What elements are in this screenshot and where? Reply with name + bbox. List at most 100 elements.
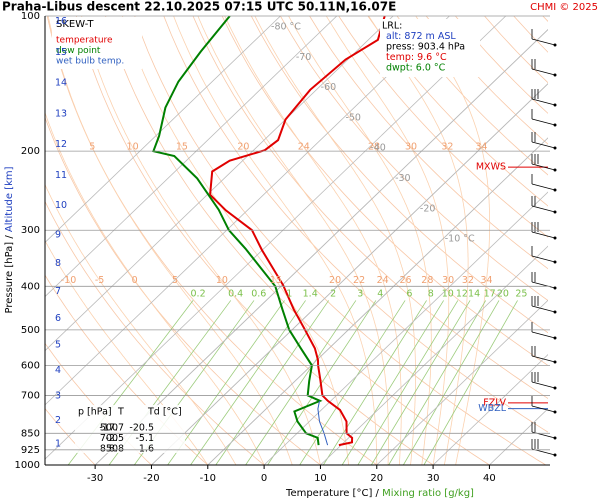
wind-barb	[531, 163, 556, 171]
altitude-label: 2	[55, 415, 61, 426]
mixing-ratio-label: 2	[330, 288, 336, 299]
wind-barb-dot	[553, 236, 557, 240]
isotherm-label: -80 °C	[271, 22, 301, 33]
isotherm	[94, 28, 548, 465]
y-tick-label: 400	[21, 281, 40, 292]
wet-adiabat-label: 22	[353, 275, 365, 286]
surface-dwpt: dwpt: 6.0 °C	[386, 63, 446, 74]
altitude-label: 13	[55, 108, 67, 119]
wet-adiabat-label: 28	[421, 275, 433, 286]
wind-barb-dot	[553, 210, 557, 214]
isotherm	[432, 353, 548, 465]
wind-barb	[531, 141, 556, 149]
legend-entry: dew point	[56, 46, 101, 56]
wind-barb	[531, 98, 556, 106]
mixing-ratio-line	[371, 300, 471, 465]
isotherm	[45, 16, 281, 243]
wet-adiabat-label: 30	[442, 275, 454, 286]
wind-barb	[531, 38, 556, 46]
wet-adiabat-label: 24	[377, 275, 389, 286]
y-tick-label: 300	[21, 225, 40, 236]
wet-adiabat-label: 20	[237, 142, 249, 153]
wet-adiabat-label: 20	[329, 275, 341, 286]
mixing-ratio-label: 1.4	[303, 288, 318, 299]
surface-station: LRL:	[382, 21, 402, 32]
x-tick-label: 0	[261, 473, 267, 484]
x-tick-label: -20	[143, 473, 159, 484]
wind-barb	[531, 183, 556, 191]
wet-adiabat-label: 10	[127, 142, 139, 153]
altitude-label: 15	[55, 47, 67, 58]
wind-barb-dot	[553, 188, 557, 192]
isotherm-label: -10 °C	[445, 234, 475, 245]
title: Praha-Libus descent 22.10.2025 07:15 UTC…	[2, 0, 396, 14]
dry-adiabat	[221, 16, 548, 366]
level-marker-label: MXWS	[476, 162, 506, 173]
isotherm	[320, 245, 548, 465]
wet-adiabat-label: 15	[270, 275, 282, 286]
table-cell: -2.5	[105, 433, 124, 444]
wet-adiabat-label: 15	[176, 142, 188, 153]
isotherm-label: -70	[296, 52, 312, 63]
altitude-label: 9	[55, 229, 61, 240]
mixing-ratio-label: 0.6	[251, 288, 266, 299]
isotherm-label: -60	[321, 82, 337, 93]
wet-adiabat-label: 30	[405, 142, 417, 153]
wind-barb	[531, 281, 556, 289]
mixing-ratio-label: 20	[497, 288, 509, 299]
y-tick-label: 100	[21, 11, 40, 22]
wind-barb-dot	[553, 43, 557, 47]
mixing-ratio-line	[423, 300, 518, 465]
y-tick-label: 200	[21, 146, 40, 157]
wet-adiabat-label: 10	[216, 275, 228, 286]
mixing-ratio-label: 0.2	[191, 288, 206, 299]
dry-adiabat	[250, 16, 548, 334]
level-marker-label: WBZL	[478, 403, 506, 414]
wind-barb	[531, 118, 556, 126]
wind-barb	[531, 205, 556, 213]
isotherm	[45, 16, 394, 352]
table-cell: 1.6	[139, 444, 154, 455]
y-axis-title: Pressure [hPa] / Altitude [km]	[4, 166, 15, 313]
dry-adiabat	[338, 16, 548, 238]
surface-temp: temp: 9.6 °C	[386, 52, 447, 63]
mixing-ratio-line	[341, 300, 444, 465]
wet-adiabat-label: 26	[399, 275, 411, 286]
y-tick-label: 600	[21, 360, 40, 371]
altitude-label: 5	[55, 339, 61, 350]
isotherm	[45, 16, 450, 406]
altitude-label: 8	[55, 258, 61, 269]
mixing-ratio-label: 1	[286, 288, 292, 299]
y-tick-label: 925	[21, 445, 40, 456]
wind-barb-dot	[553, 436, 557, 440]
wind-barb-dot	[553, 123, 557, 127]
legend-entry: wet bulb temp.	[56, 57, 124, 67]
mixing-ratio-label: 6	[406, 288, 412, 299]
x-axis-title-part: Mixing ratio [g/kg]	[382, 488, 474, 499]
wet-adiabat-label: 28	[368, 142, 380, 153]
wind-barb	[531, 405, 556, 413]
mixing-ratio-line	[322, 300, 427, 465]
table-cell: -5.1	[135, 433, 154, 444]
mixing-ratio-line	[215, 300, 329, 465]
wet-adiabat-label: 5	[172, 275, 178, 286]
isotherm	[376, 299, 548, 465]
mixing-ratio-line	[403, 300, 500, 465]
table-header: Td [°C]	[147, 407, 182, 418]
table-header: T	[117, 407, 124, 418]
altitude-label: 4	[55, 365, 61, 376]
overlay: -10 -5 0 5 10 15 20 22 24 26 28 30 32 345 10 15 20 24 28 30…	[52, 17, 557, 457]
wet-adiabat-label: 0	[132, 275, 138, 286]
x-tick-label: -30	[87, 473, 103, 484]
wind-barb	[531, 255, 556, 263]
legend-title: SKEW-T	[56, 19, 94, 30]
wind-barb	[531, 231, 556, 239]
mixing-ratio-label: 0.4	[228, 288, 243, 299]
wind-barb	[531, 381, 556, 389]
sounding-line	[209, 16, 386, 447]
mixing-ratio-label: 8	[428, 288, 434, 299]
altitude-label: 6	[55, 313, 61, 324]
wind-barb-dot	[553, 286, 557, 290]
table-cell: 700	[100, 433, 118, 444]
